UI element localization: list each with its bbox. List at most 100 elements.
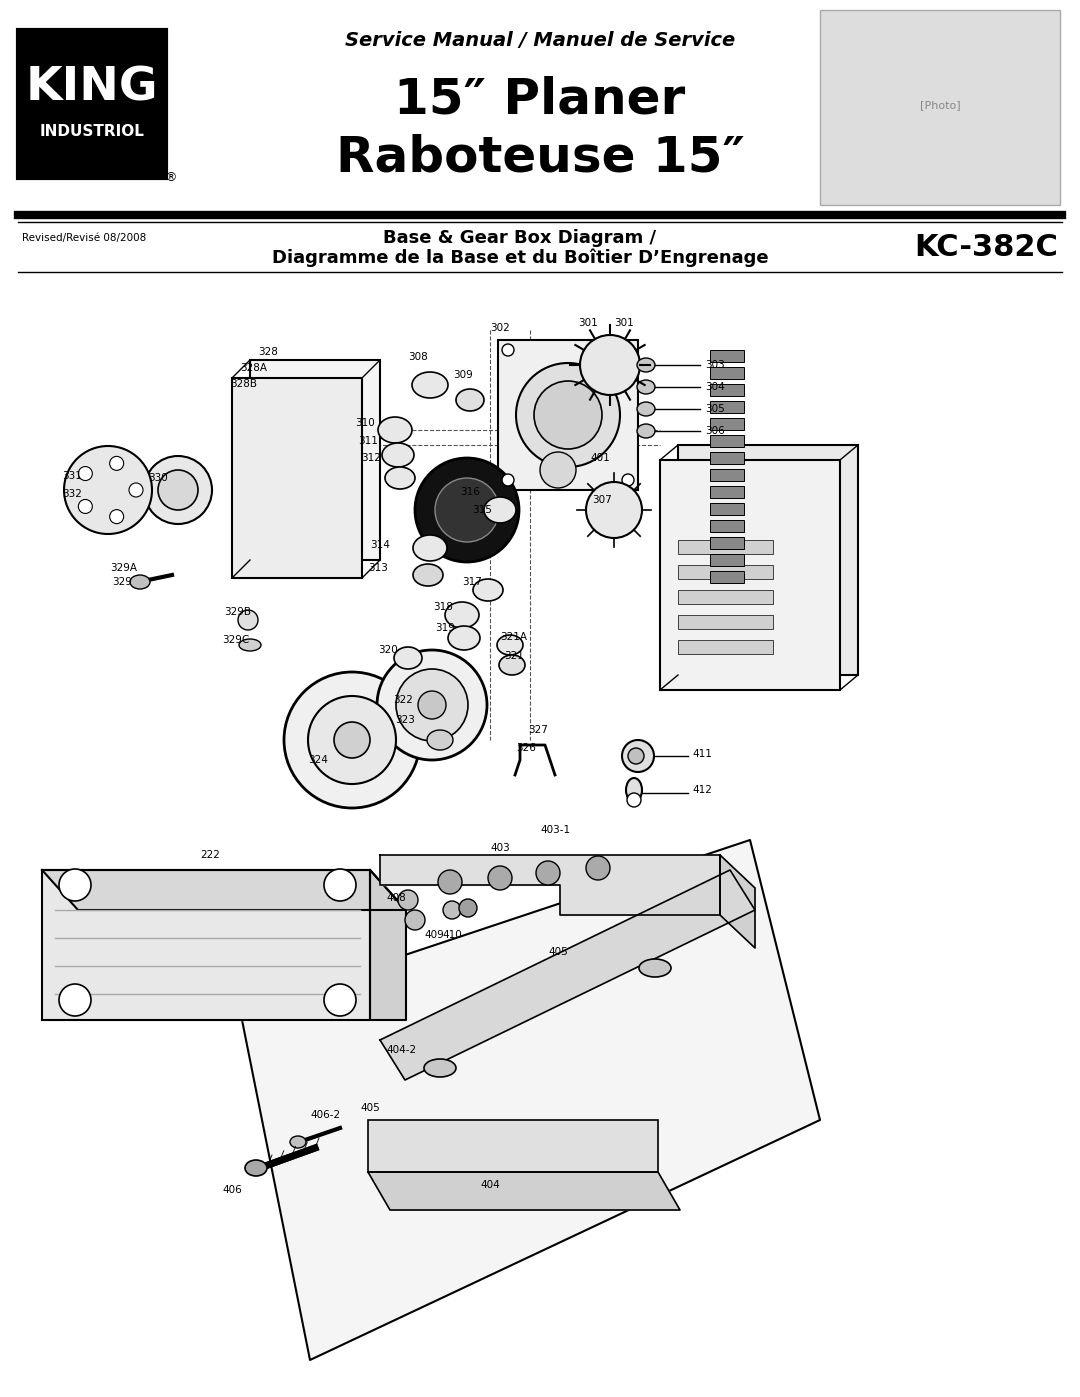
Circle shape (502, 344, 514, 356)
Circle shape (622, 344, 634, 356)
Bar (368, 1120, 658, 1172)
Text: 329C: 329C (222, 636, 249, 645)
Ellipse shape (448, 626, 480, 650)
Circle shape (284, 672, 420, 807)
Text: 303: 303 (705, 360, 725, 370)
Text: 406-2: 406-2 (310, 1111, 340, 1120)
Text: 329: 329 (112, 577, 132, 587)
Circle shape (516, 363, 620, 467)
Circle shape (534, 381, 602, 448)
Bar (249, 360, 380, 560)
Circle shape (443, 901, 461, 919)
Text: 328B: 328B (230, 379, 257, 388)
Bar (710, 469, 744, 481)
Ellipse shape (639, 958, 671, 977)
Polygon shape (720, 855, 755, 949)
Text: 403: 403 (490, 842, 510, 854)
Circle shape (435, 478, 499, 542)
Polygon shape (42, 870, 406, 909)
Text: 302: 302 (490, 323, 510, 332)
Text: 409: 409 (424, 930, 444, 940)
Ellipse shape (245, 1160, 267, 1176)
Bar (678, 615, 773, 629)
Polygon shape (380, 870, 755, 1080)
Bar (710, 401, 744, 414)
Text: Diagramme de la Base et du Boîtier D’Engrenage: Diagramme de la Base et du Boîtier D’Eng… (272, 249, 768, 267)
Text: 312: 312 (361, 453, 381, 462)
Polygon shape (42, 870, 370, 1020)
Circle shape (79, 500, 93, 514)
Polygon shape (370, 870, 406, 1020)
Circle shape (586, 482, 642, 538)
Text: 404-2: 404-2 (386, 1045, 416, 1055)
Circle shape (308, 696, 396, 784)
Text: 310: 310 (355, 418, 375, 427)
Bar (678, 564, 773, 578)
Ellipse shape (484, 497, 516, 522)
Ellipse shape (413, 564, 443, 585)
Bar (232, 379, 362, 578)
Text: 323: 323 (395, 715, 415, 725)
Bar (678, 590, 773, 604)
Ellipse shape (637, 425, 654, 439)
Text: 316: 316 (460, 488, 480, 497)
Text: 330: 330 (148, 474, 167, 483)
Circle shape (540, 453, 576, 488)
Text: Raboteuse 15″: Raboteuse 15″ (336, 134, 744, 182)
Polygon shape (380, 855, 720, 915)
Text: 408: 408 (386, 893, 406, 902)
Bar (710, 520, 744, 532)
Text: 304: 304 (705, 381, 725, 393)
Text: 405: 405 (548, 947, 568, 957)
Text: 401: 401 (590, 453, 610, 462)
Circle shape (324, 869, 356, 901)
Ellipse shape (291, 1136, 306, 1148)
Text: 321A: 321A (500, 631, 527, 643)
Text: 326: 326 (516, 743, 536, 753)
Text: 308: 308 (408, 352, 428, 362)
Text: INDUSTRIOL: INDUSTRIOL (40, 124, 145, 140)
Text: 406: 406 (222, 1185, 242, 1194)
Circle shape (144, 455, 212, 524)
Ellipse shape (499, 655, 525, 675)
Ellipse shape (378, 416, 411, 443)
Polygon shape (240, 840, 820, 1361)
Text: 309: 309 (453, 370, 473, 380)
Bar (710, 367, 744, 379)
Text: 319: 319 (435, 623, 455, 633)
Ellipse shape (473, 578, 503, 601)
Circle shape (502, 474, 514, 486)
Ellipse shape (626, 778, 642, 802)
Circle shape (110, 457, 123, 471)
Text: 329B: 329B (224, 608, 251, 617)
Ellipse shape (637, 358, 654, 372)
Bar (710, 555, 744, 566)
Text: 313: 313 (368, 563, 388, 573)
Text: 331: 331 (62, 471, 82, 481)
Text: 329A: 329A (110, 563, 137, 573)
Circle shape (64, 446, 152, 534)
Ellipse shape (413, 535, 447, 562)
Ellipse shape (394, 647, 422, 669)
Text: 411: 411 (692, 749, 712, 759)
Text: 317: 317 (462, 577, 482, 587)
Circle shape (324, 983, 356, 1016)
Circle shape (59, 983, 91, 1016)
Text: 301: 301 (615, 319, 634, 328)
Text: 328A: 328A (240, 363, 267, 373)
Bar (710, 486, 744, 497)
Bar (710, 434, 744, 447)
Ellipse shape (637, 402, 654, 416)
Bar (660, 460, 840, 690)
Text: 318: 318 (433, 602, 453, 612)
Ellipse shape (637, 380, 654, 394)
Bar (710, 453, 744, 464)
Circle shape (488, 866, 512, 890)
Circle shape (536, 861, 561, 886)
Text: 15″ Planer: 15″ Planer (394, 75, 686, 124)
Text: 314: 314 (370, 541, 390, 550)
Bar (710, 536, 744, 549)
Bar (18, 29, 166, 177)
Text: 301: 301 (578, 319, 597, 328)
Bar (820, 10, 1059, 205)
